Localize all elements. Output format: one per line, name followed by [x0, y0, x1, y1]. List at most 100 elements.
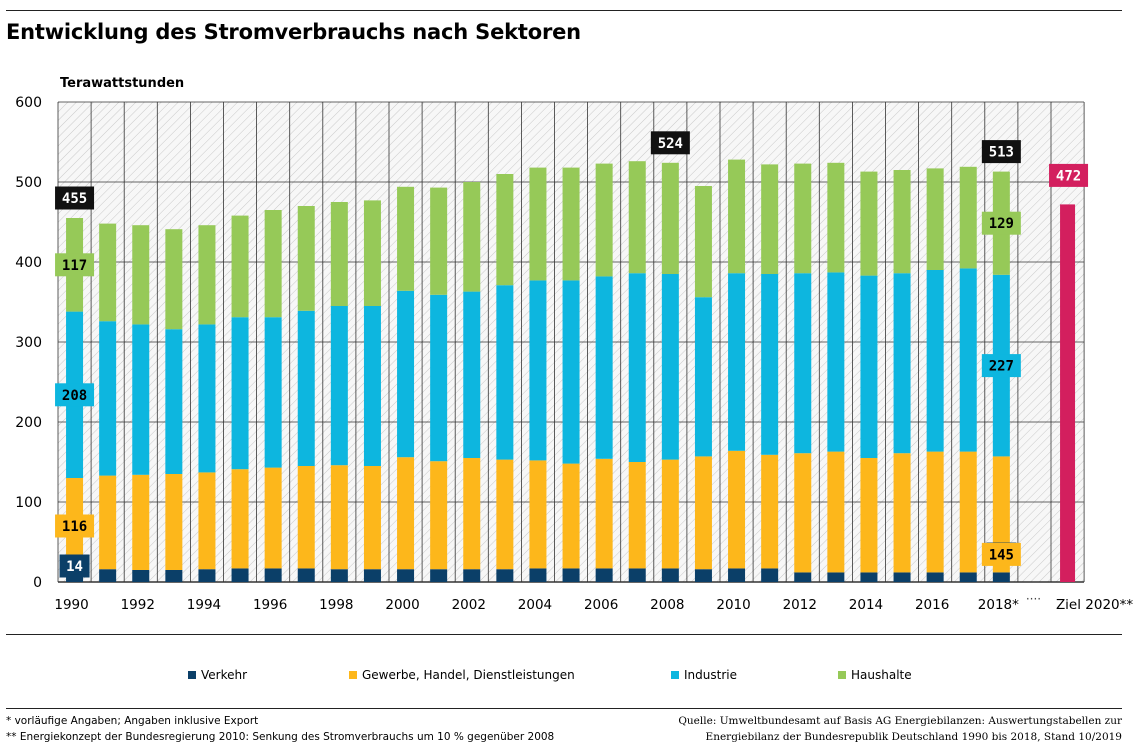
- y-tick-label: 600: [15, 95, 42, 111]
- bar-segment-industrie: [363, 306, 381, 466]
- legend-swatch: [671, 671, 679, 679]
- value-label-industrie-box: [55, 383, 95, 407]
- y-tick-label: 300: [15, 335, 42, 351]
- bar-segment-verkehr: [728, 568, 746, 582]
- mid-rule: [6, 634, 1122, 635]
- top-rule: [6, 10, 1122, 11]
- bar-segment-verkehr: [165, 570, 183, 582]
- x-tick-label: 1990: [54, 597, 88, 613]
- bar-segment-haushalte: [231, 215, 249, 318]
- bottom-rule: [6, 708, 1122, 709]
- x-tick-label: 1992: [121, 597, 155, 613]
- bar-segment-gewerbe: [562, 463, 580, 569]
- bar-segment-haushalte: [264, 210, 282, 318]
- bar-segment-verkehr: [959, 572, 977, 582]
- value-label-gewerbe: 116: [62, 519, 87, 535]
- bar-segment-industrie: [463, 291, 481, 458]
- x-tick-label: 2004: [518, 597, 552, 613]
- legend-item-verkehr: Verkehr: [188, 668, 247, 682]
- bar-segment-verkehr: [231, 568, 249, 582]
- x-tick-label: 2002: [452, 597, 486, 613]
- bar-segment-haushalte: [694, 186, 712, 298]
- value-label-total-box: [650, 131, 690, 155]
- bar-segment-industrie: [198, 324, 216, 473]
- bar-segment-gewerbe: [165, 474, 183, 570]
- bar-segment-gewerbe: [363, 466, 381, 570]
- value-label-industrie: 208: [62, 388, 87, 404]
- bar-segment-industrie: [264, 317, 282, 468]
- bar-segment-verkehr: [661, 568, 679, 582]
- bar-target-2020: [1060, 204, 1076, 582]
- bar-segment-haushalte: [363, 200, 381, 306]
- bar-segment-gewerbe: [132, 474, 150, 570]
- bar-segment-haushalte: [99, 223, 117, 322]
- y-axis-title: Terawattstunden: [60, 76, 184, 91]
- bar-segment-haushalte: [761, 164, 779, 274]
- bar-segment-gewerbe: [297, 466, 315, 569]
- bar-segment-industrie: [231, 317, 249, 470]
- bar-segment-verkehr: [860, 572, 878, 582]
- value-label-total: 524: [658, 136, 683, 152]
- bar-segment-gewerbe: [463, 458, 481, 570]
- legend-item-gewerbe: Gewerbe, Handel, Dienstleistungen: [349, 668, 575, 682]
- bar-segment-haushalte: [628, 161, 646, 274]
- bar-segment-haushalte: [926, 168, 944, 270]
- y-tick-label: 500: [15, 175, 42, 191]
- x-tick-label: 1994: [187, 597, 221, 613]
- bar-segment-industrie: [728, 273, 746, 451]
- bar-segment-industrie: [860, 275, 878, 458]
- bar-segment-verkehr: [463, 569, 481, 582]
- legend-label: Gewerbe, Handel, Dienstleistungen: [362, 668, 575, 682]
- x-tick-label: 2006: [584, 597, 618, 613]
- x-tick-label: 2008: [650, 597, 684, 613]
- bar-segment-gewerbe: [728, 450, 746, 569]
- legend-item-industrie: Industrie: [671, 668, 737, 682]
- bar-segment-verkehr: [761, 568, 779, 582]
- bar-segment-gewerbe: [860, 458, 878, 573]
- bar-segment-gewerbe: [198, 472, 216, 570]
- source-line-2: Energiebilanz der Bundesrepublik Deutsch…: [705, 731, 1122, 743]
- chart: 0 100 200 300 400 500 600 Terawattstunden 1990 19…: [15, 76, 1133, 613]
- bar-segment-verkehr: [827, 572, 845, 582]
- bar-segment-gewerbe: [496, 459, 514, 570]
- value-label-haushalte-box: [55, 253, 95, 277]
- bar-segment-verkehr: [529, 568, 547, 582]
- bar-segment-industrie: [761, 274, 779, 455]
- bar-segment-haushalte: [893, 170, 911, 274]
- value-label-industrie: 227: [989, 359, 1014, 375]
- bar-segment-verkehr: [496, 569, 514, 582]
- bar-segment-verkehr: [297, 568, 315, 582]
- value-label-verkehr: 14: [66, 559, 83, 575]
- value-label-industrie-box: [981, 354, 1021, 378]
- value-label-haushalte: 117: [62, 258, 87, 274]
- bar-segment-gewerbe: [694, 456, 712, 570]
- bar-segment-haushalte: [297, 206, 315, 311]
- bar-segment-gewerbe: [959, 451, 977, 573]
- bar-segment-gewerbe: [595, 458, 613, 569]
- bar-segment-verkehr: [794, 572, 812, 582]
- axis-gap-marker: ····: [1026, 592, 1041, 606]
- value-label-verkehr-box: [59, 554, 90, 578]
- chart-title: Entwicklung des Stromverbrauchs nach Sek…: [6, 20, 581, 44]
- footnote-target: ** Energiekonzept der Bundesregierung 20…: [6, 731, 555, 743]
- bar-segment-gewerbe: [529, 460, 547, 569]
- bar-segment-gewerbe: [893, 453, 911, 573]
- bar-segment-verkehr: [264, 568, 282, 582]
- bar-segment-haushalte: [661, 162, 679, 274]
- bar-segment-industrie: [430, 294, 448, 462]
- bar-segment-gewerbe: [628, 462, 646, 569]
- bar-segment-gewerbe: [430, 461, 448, 570]
- value-label-haushalte-box: [981, 211, 1021, 235]
- bar-segment-gewerbe: [827, 451, 845, 573]
- bar-segment-industrie: [926, 270, 944, 452]
- y-tick-label: 0: [33, 575, 42, 591]
- bar-segment-industrie: [397, 290, 415, 458]
- bar-segment-gewerbe: [99, 475, 117, 570]
- bar-segment-verkehr: [330, 569, 348, 582]
- value-label-total: 455: [62, 191, 87, 207]
- bar-segment-gewerbe: [397, 457, 415, 570]
- bar-segment-verkehr: [694, 569, 712, 582]
- value-label-gewerbe-box: [55, 514, 95, 538]
- bar-segment-industrie: [562, 280, 580, 464]
- bar-segment-verkehr: [397, 569, 415, 582]
